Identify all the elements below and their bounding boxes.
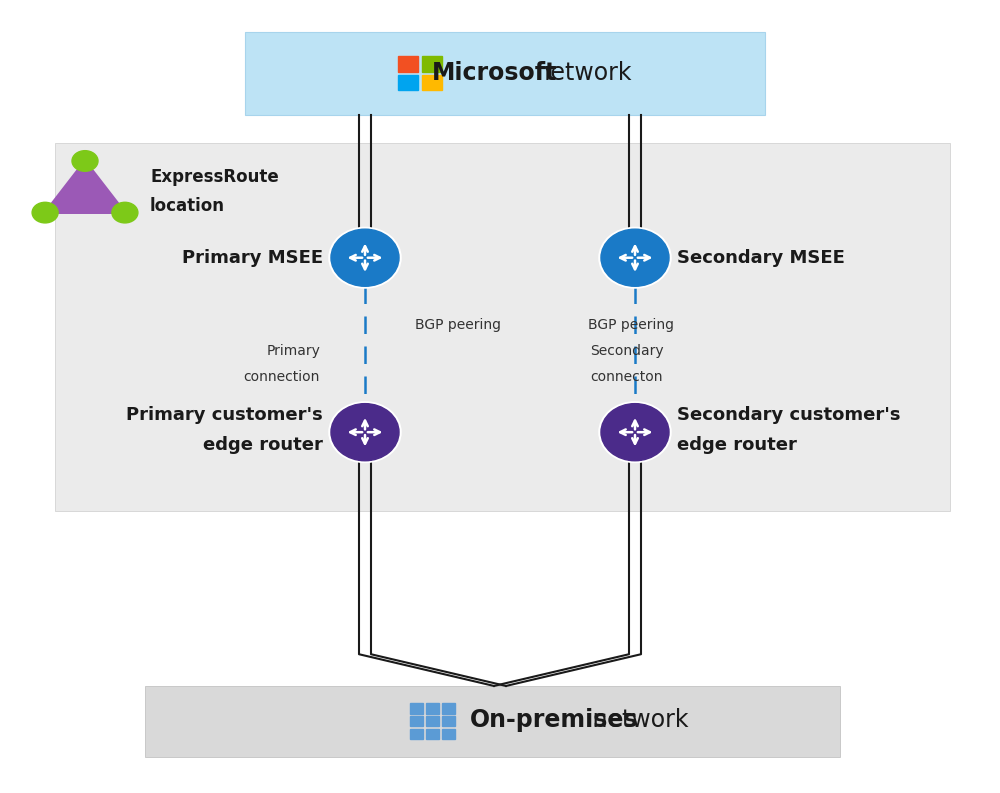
Bar: [410, 703, 423, 714]
Text: BGP peering: BGP peering: [588, 318, 674, 332]
FancyBboxPatch shape: [55, 143, 950, 511]
FancyBboxPatch shape: [245, 32, 765, 115]
Bar: [410, 729, 423, 739]
Text: ExpressRoute: ExpressRoute: [150, 168, 279, 186]
Text: Primary customer's: Primary customer's: [126, 406, 323, 423]
Circle shape: [112, 202, 138, 223]
Text: connection: connection: [244, 370, 320, 384]
Text: Microsoft: Microsoft: [432, 61, 558, 86]
Text: network: network: [528, 61, 632, 86]
Bar: [442, 716, 455, 726]
Bar: [398, 56, 418, 72]
Bar: [410, 716, 423, 726]
Text: Secondary customer's: Secondary customer's: [677, 406, 900, 423]
Bar: [422, 75, 442, 90]
Bar: [426, 729, 439, 739]
Circle shape: [32, 202, 58, 223]
Polygon shape: [45, 161, 125, 213]
Bar: [442, 703, 455, 714]
Circle shape: [72, 151, 98, 171]
Text: Secondary: Secondary: [590, 343, 664, 358]
Text: connecton: connecton: [590, 370, 662, 384]
Text: Primary MSEE: Primary MSEE: [182, 249, 323, 266]
Bar: [398, 75, 418, 90]
Text: Primary: Primary: [266, 343, 320, 358]
Bar: [426, 716, 439, 726]
Ellipse shape: [331, 229, 399, 286]
Ellipse shape: [601, 229, 669, 286]
Ellipse shape: [331, 404, 399, 461]
Text: On-premises: On-premises: [470, 708, 639, 732]
FancyBboxPatch shape: [145, 686, 840, 757]
Text: location: location: [150, 197, 225, 215]
Bar: [426, 703, 439, 714]
Text: BGP peering: BGP peering: [415, 318, 501, 332]
Bar: [422, 56, 442, 72]
Text: edge router: edge router: [677, 436, 797, 454]
Ellipse shape: [601, 404, 669, 461]
Bar: [442, 729, 455, 739]
Text: edge router: edge router: [203, 436, 323, 454]
Text: Secondary MSEE: Secondary MSEE: [677, 249, 845, 266]
Text: network: network: [585, 708, 688, 732]
